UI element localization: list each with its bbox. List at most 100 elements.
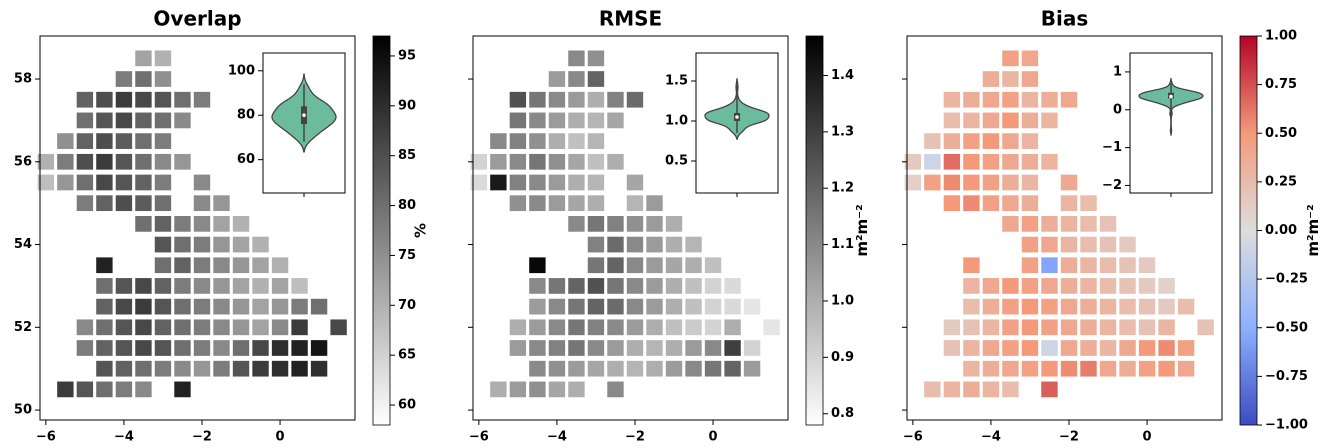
- panel-title: Overlap: [153, 7, 241, 31]
- grid-cell: [135, 278, 152, 294]
- grid-cell: [174, 278, 191, 294]
- grid-cell: [1099, 236, 1117, 253]
- grid-cell: [1002, 340, 1019, 356]
- grid-cell: [529, 174, 546, 191]
- grid-cell: [135, 71, 152, 87]
- grid-cell: [57, 381, 74, 398]
- grid-cell: [743, 340, 761, 356]
- grid-cell: [724, 360, 741, 377]
- grid-cell: [96, 360, 113, 377]
- grid-cell: [1138, 319, 1156, 336]
- grid-cell: [943, 174, 961, 191]
- grid-cell: [568, 319, 585, 336]
- grid-cell: [963, 340, 980, 356]
- grid-cell: [1080, 236, 1097, 253]
- grid-cell: [154, 360, 172, 377]
- grid-cell: [96, 257, 113, 274]
- grid-cell: [1080, 298, 1097, 315]
- grid-cell: [943, 381, 961, 398]
- colorbar-tick-label: 75: [398, 248, 416, 263]
- grid-cell: [1002, 112, 1019, 129]
- grid-cell: [1138, 278, 1156, 294]
- grid-cell: [1021, 340, 1039, 356]
- grid-cell: [924, 174, 941, 191]
- colorbar-tick-label: 0.25: [1265, 174, 1297, 189]
- grid-cell: [154, 174, 172, 191]
- inset-y-tick-label: 60: [237, 152, 255, 167]
- grid-cell: [115, 340, 133, 356]
- grid-cell: [685, 340, 702, 356]
- grid-cell: [568, 195, 585, 212]
- grid-cell: [982, 153, 1000, 170]
- grid-cell: [626, 216, 644, 232]
- grid-cell: [213, 298, 230, 315]
- grid-cell: [57, 153, 74, 170]
- grid-cell: [963, 319, 980, 336]
- colorbar-label: m²m⁻²: [853, 204, 871, 256]
- grid-cell: [704, 360, 722, 377]
- grid-cell: [1002, 71, 1019, 87]
- inset-y-tick-label: 100: [228, 63, 255, 78]
- grid-cell: [982, 360, 1000, 377]
- grid-cell: [76, 340, 94, 356]
- grid-cell: [154, 195, 172, 212]
- grid-cell: [665, 236, 683, 253]
- x-tick-label: −4: [981, 430, 1001, 445]
- grid-cell: [1138, 360, 1156, 377]
- grid-cell: [154, 112, 172, 129]
- grid-cell: [982, 91, 1000, 108]
- grid-cell: [37, 174, 55, 191]
- grid-cell: [548, 278, 566, 294]
- grid-cell: [115, 319, 133, 336]
- grid-cell: [96, 340, 113, 356]
- grid-cell: [1021, 360, 1039, 377]
- grid-cell: [174, 319, 191, 336]
- grid-cell: [685, 360, 702, 377]
- plot-frame: [472, 35, 789, 421]
- grid-cell: [548, 112, 566, 129]
- grid-cell: [96, 91, 113, 108]
- grid-cell: [1119, 236, 1136, 253]
- grid-cell: [252, 236, 269, 253]
- inset-y-tick-label: −2: [1102, 178, 1122, 193]
- grid-cell: [743, 360, 761, 377]
- grid-cell: [982, 112, 1000, 129]
- grid-cell: [529, 278, 546, 294]
- grid-cell: [509, 381, 527, 398]
- inset-y-tick-label: −1: [1102, 140, 1122, 155]
- grid-cell: [1021, 91, 1039, 108]
- grid-cell: [490, 153, 507, 170]
- grid-cell: [193, 340, 211, 356]
- grid-cell: [76, 195, 94, 212]
- grid-cell: [1041, 216, 1058, 232]
- inset-y-tick-label: 1.5: [665, 74, 688, 89]
- grid-cell: [724, 298, 741, 315]
- grid-cell: [1041, 360, 1058, 377]
- grid-cell: [1119, 298, 1136, 315]
- grid-cell: [607, 257, 624, 274]
- grid-cell: [135, 298, 152, 315]
- grid-cell: [271, 340, 289, 356]
- grid-cell: [1021, 216, 1039, 232]
- grid-cell: [509, 340, 527, 356]
- grid-cell: [626, 319, 644, 336]
- grid-cell: [529, 319, 546, 336]
- grid-cell: [252, 319, 269, 336]
- grid-cell: [568, 298, 585, 315]
- grid-cell: [943, 133, 961, 149]
- grid-cell: [587, 340, 605, 356]
- colorbar-tick-label: 0.00: [1265, 223, 1297, 238]
- grid-cell: [963, 174, 980, 191]
- grid-cell: [548, 71, 566, 87]
- grid-cell: [704, 340, 722, 356]
- grid-cell: [252, 278, 269, 294]
- grid-cell: [96, 298, 113, 315]
- grid-cell: [587, 216, 605, 232]
- grid-cell: [626, 174, 644, 191]
- grid-cell: [548, 381, 566, 398]
- grid-cell: [607, 340, 624, 356]
- grid-cell: [1119, 257, 1136, 274]
- grid-cell: [529, 360, 546, 377]
- grid-cell: [685, 257, 702, 274]
